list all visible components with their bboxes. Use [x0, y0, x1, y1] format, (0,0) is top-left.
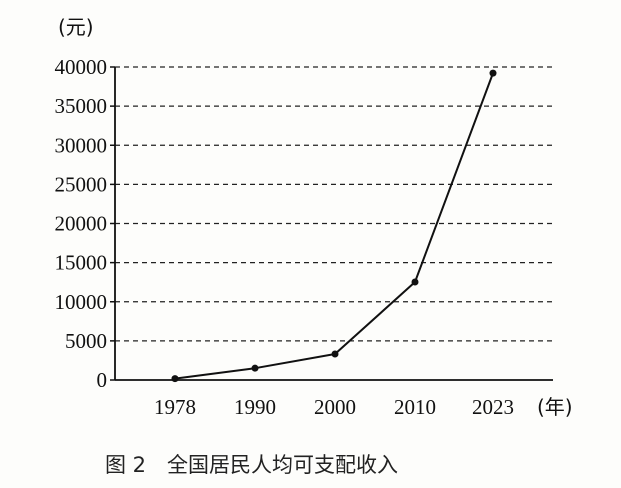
y-tick-label-35000: 35000 — [55, 94, 108, 118]
axes — [110, 66, 553, 381]
chart-caption: 图 2 全国居民人均可支配收入 — [105, 453, 398, 477]
data-point-1990 — [251, 364, 259, 372]
x-tick-label-2023: 2023 — [472, 395, 514, 419]
x-tick-label-2000: 2000 — [314, 395, 356, 419]
x-tick-label-1990: 1990 — [234, 395, 276, 419]
series-line — [171, 69, 497, 383]
data-point-1978 — [171, 375, 179, 383]
series-polyline — [174, 72, 494, 380]
y-tick-label-25000: 25000 — [55, 172, 108, 196]
y-tick-label-15000: 15000 — [55, 251, 108, 275]
data-point-2000 — [331, 350, 339, 358]
y-tick-label-30000: 30000 — [55, 133, 108, 157]
y-tick-label-0: 0 — [97, 368, 108, 392]
y-tick-label-5000: 5000 — [65, 329, 107, 353]
y-tick-label-10000: 10000 — [55, 290, 108, 314]
x-unit-label: (年) — [537, 395, 573, 419]
data-point-2010 — [411, 278, 419, 286]
y-tick-label-20000: 20000 — [55, 212, 108, 236]
data-point-2023 — [489, 69, 497, 77]
gridlines — [115, 66, 553, 342]
y-tick-labels: 0 5000 10000 15000 20000 25000 30000 35000 40000 — [55, 55, 108, 392]
x-tick-labels: 1978 1990 2000 2010 2023 — [154, 395, 514, 419]
y-unit-label: (元) — [58, 15, 94, 39]
x-tick-label-1978: 1978 — [154, 395, 196, 419]
y-tick-label-40000: 40000 — [55, 55, 108, 79]
x-tick-label-2010: 2010 — [394, 395, 436, 419]
